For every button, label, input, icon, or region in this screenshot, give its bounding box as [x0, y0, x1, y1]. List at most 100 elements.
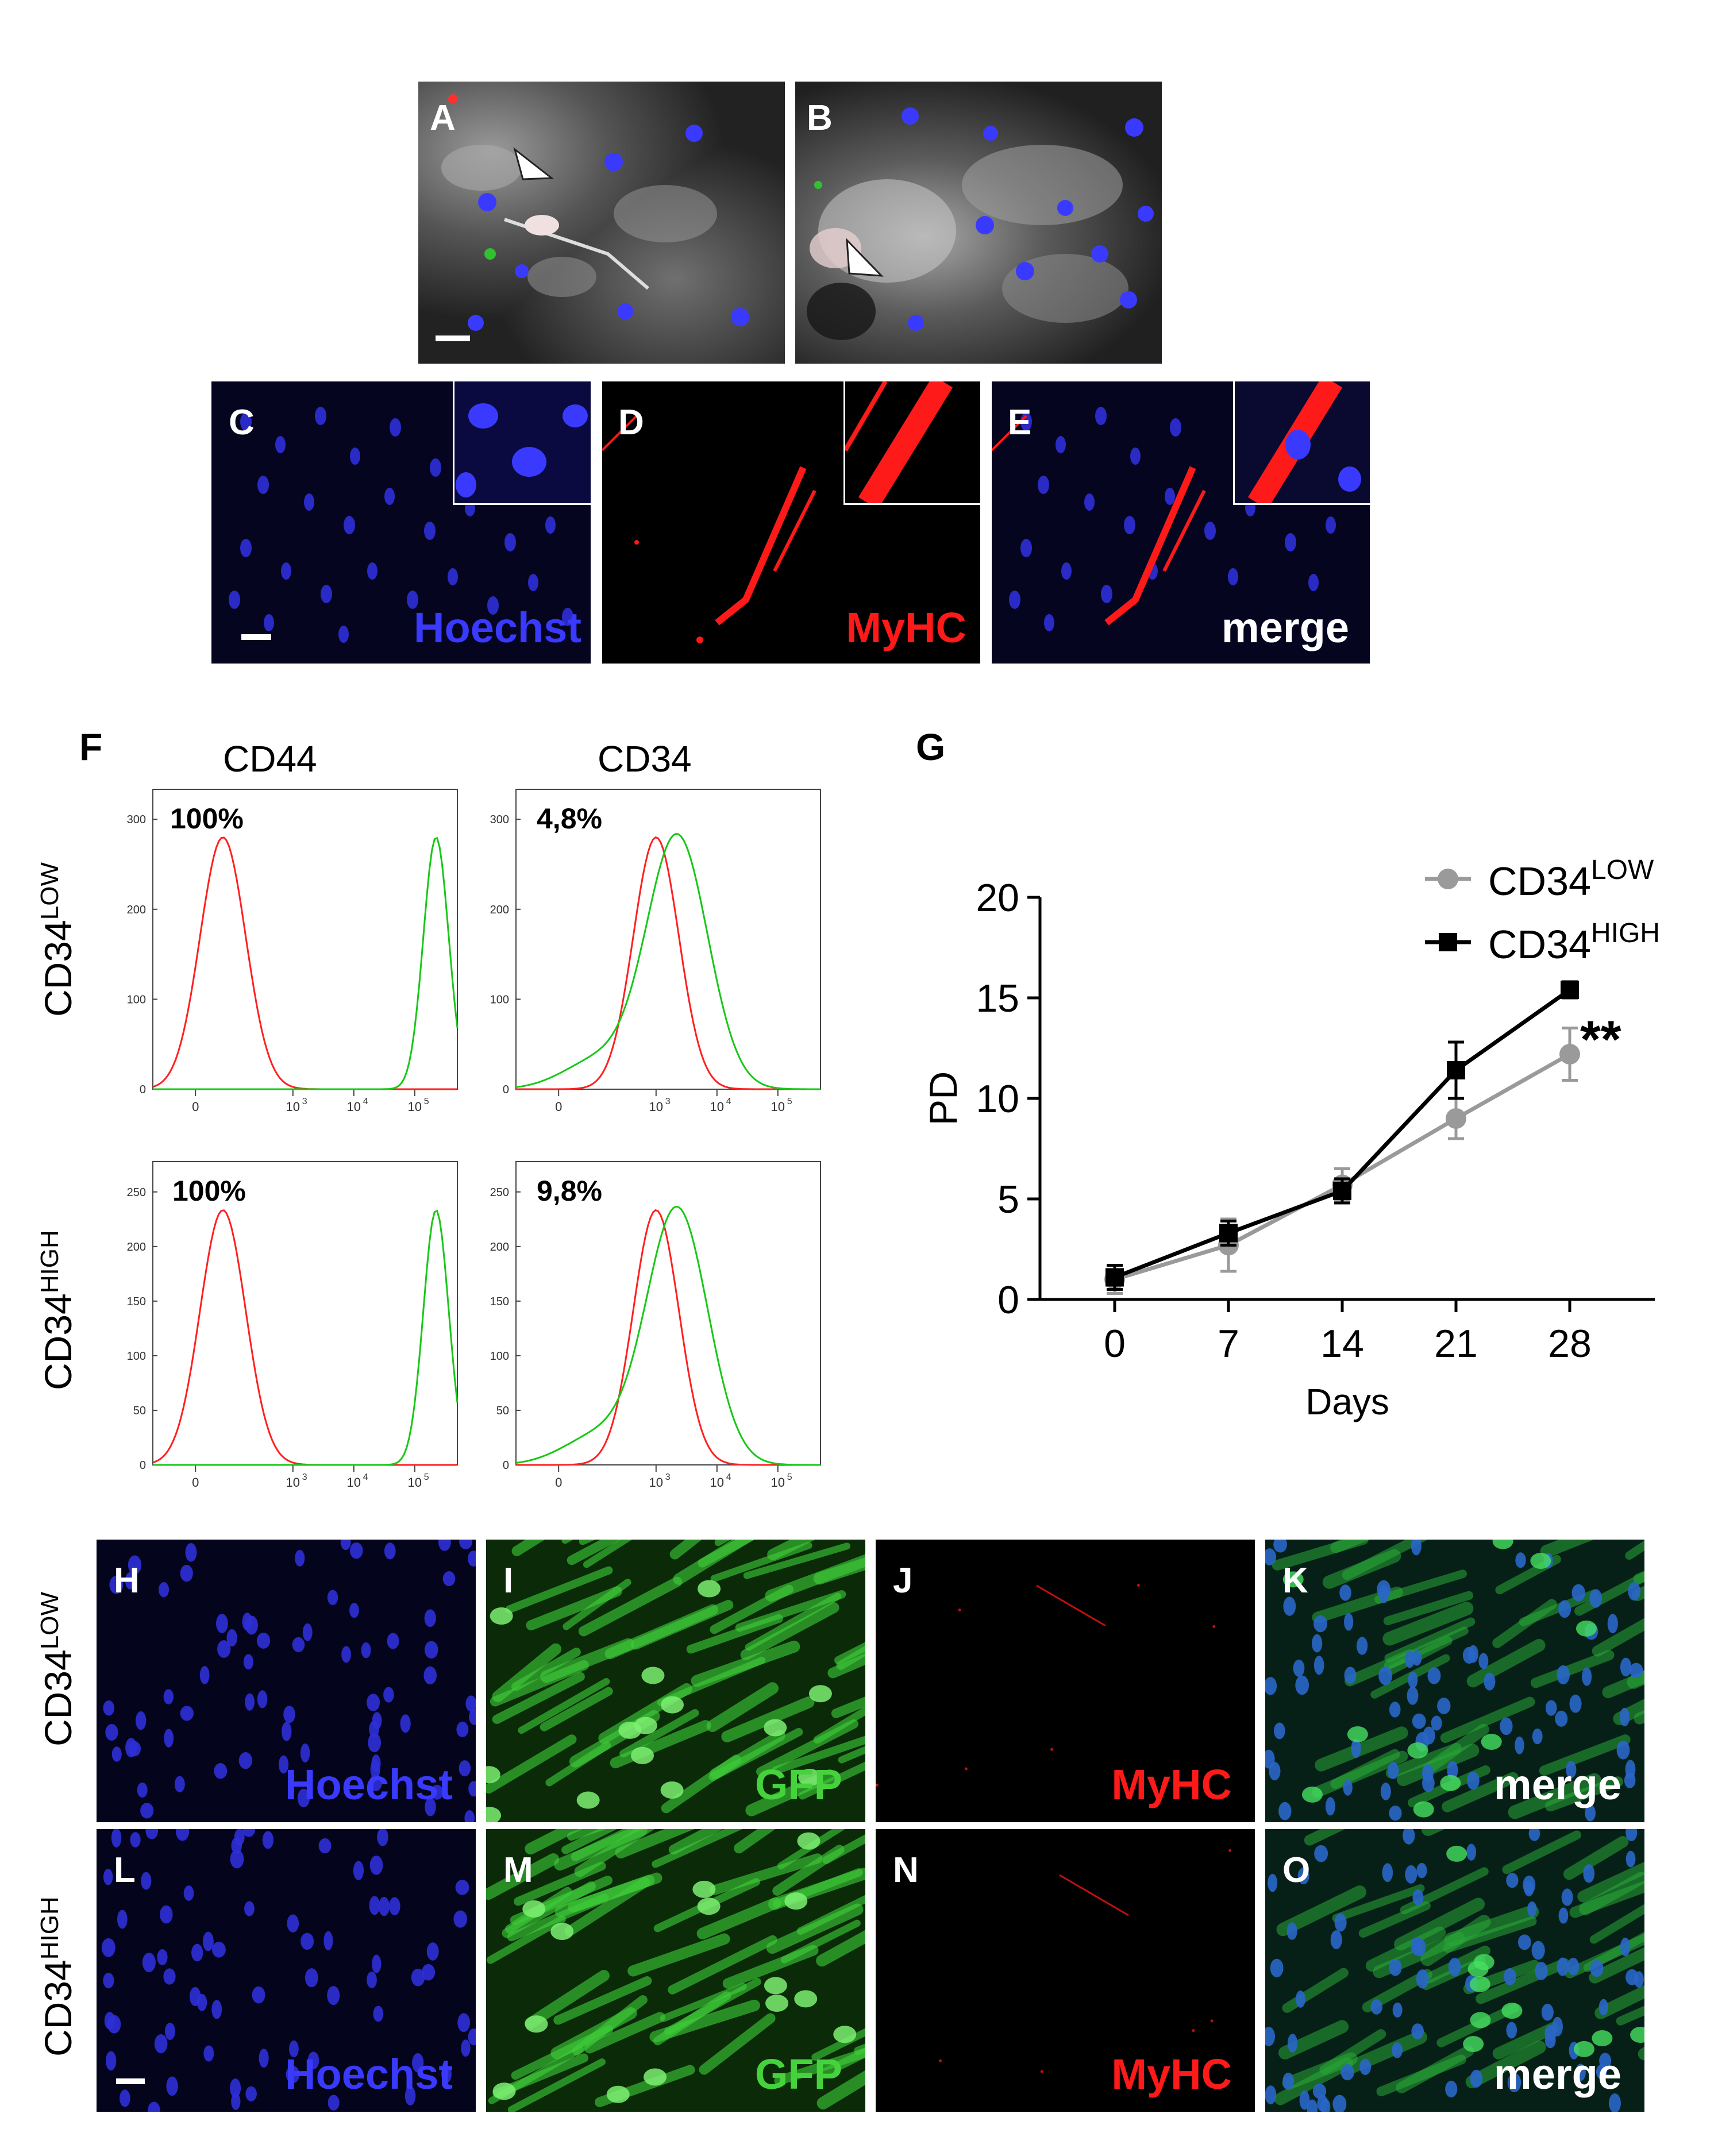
panel-label-f: F [79, 726, 103, 768]
flow-x-tick: 10 [649, 1100, 663, 1114]
flow-marker-curve [515, 1205, 821, 1466]
flow-x-tick: 10 [710, 1100, 724, 1114]
flow-x-tick-exp: 3 [302, 1472, 307, 1482]
series-line-low [1114, 1052, 1571, 1282]
panel-label-o: O [1282, 1850, 1311, 1890]
flow-y-tick: 100 [490, 993, 509, 1006]
panel-label-e: E [1008, 403, 1032, 442]
stain-label-gfp: GFP [754, 2050, 842, 2098]
flow-isotype-curve [516, 836, 821, 1090]
row-label-sup: LOW [36, 1592, 64, 1650]
y-tick-label: 10 [976, 1077, 1019, 1121]
panel-label-a: A [430, 98, 456, 138]
flow-x-tick: 10 [408, 1475, 422, 1490]
stain-label-gfp: GFP [754, 1761, 842, 1808]
panel-label-c: C [229, 403, 255, 442]
panel-label-i: I [503, 1561, 514, 1600]
flow-x-tick: 10 [286, 1100, 300, 1114]
panel-j-image: J MyHC [876, 1540, 1255, 1822]
scale-bar [436, 335, 470, 341]
flow-y-tick: 200 [127, 904, 146, 916]
panel-e-merge [992, 407, 1336, 631]
flow-x-tick: 10 [771, 1475, 785, 1490]
flow-x-tick-exp: 4 [363, 1097, 368, 1106]
stain-label-myhc: MyHC [1111, 1761, 1232, 1808]
significance-annotation: ** [1580, 1010, 1621, 1069]
arrowhead-icon [513, 147, 554, 180]
flow-x-tick-exp: 5 [424, 1472, 429, 1482]
data-point-square [1447, 1061, 1465, 1079]
legend-marker-circle [1438, 869, 1458, 889]
flow-y-tick: 250 [490, 1186, 509, 1199]
stain-label-merge: merge [1493, 2050, 1621, 2098]
flow-pct-cd34-low: 4,8% [537, 803, 602, 835]
data-point-circle [1559, 1044, 1580, 1064]
x-tick-label: 7 [1218, 1322, 1239, 1366]
row-label-base: CD34 [37, 1293, 79, 1390]
panel-l-image: L Hoechst [97, 1829, 476, 2112]
flow-y-tick: 0 [503, 1459, 509, 1472]
row-label-base: CD34 [37, 920, 79, 1017]
flow-y-tick: 100 [127, 1350, 146, 1363]
panel-label-g: G [916, 726, 946, 768]
row-label-sup: LOW [36, 862, 64, 920]
flow-y-tick: 50 [133, 1405, 146, 1417]
flow-marker-curve [153, 836, 459, 1090]
flow-x-tick-exp: 3 [665, 1472, 671, 1482]
flow-y-tick: 200 [490, 904, 509, 916]
flow-y-tick: 100 [127, 993, 146, 1006]
legend-label: CD34LOW [1488, 855, 1654, 904]
data-point-square [1105, 1268, 1124, 1287]
flow-x-tick: 0 [555, 1100, 562, 1114]
flow-column-title-cd44: CD44 [223, 738, 317, 780]
flow-marker-curve [515, 832, 821, 1090]
y-tick-label: 0 [997, 1278, 1019, 1322]
stain-label-hoechst: Hoechst [414, 604, 581, 651]
panel-e-inset [1233, 381, 1370, 505]
row-label-base: CD34 [37, 1960, 79, 2057]
flow-x-tick-exp: 4 [363, 1472, 368, 1482]
legend-label: CD34HIGH [1488, 918, 1660, 967]
x-tick-label: 14 [1320, 1322, 1364, 1366]
flow-marker-curve [153, 1209, 459, 1466]
data-point-square [1333, 1182, 1351, 1200]
panel-b-cells [807, 107, 1154, 340]
panel-n-image: N MyHC [876, 1829, 1255, 2112]
flow-x-tick: 10 [771, 1100, 785, 1114]
y-tick-label: 20 [976, 876, 1019, 920]
panel-d-fibers [602, 415, 816, 643]
row-label-cd34-high-imaging: CD34HIGH [36, 1896, 80, 2057]
stain-label-merge: merge [1493, 1761, 1621, 1808]
stain-label-hoechst: Hoechst [285, 2050, 453, 2098]
stain-label-hoechst: Hoechst [285, 1761, 453, 1808]
panel-c-image: C Hoechst [211, 381, 591, 664]
scale-bar [116, 2078, 145, 2084]
panel-i-image: I GFP [486, 1540, 865, 1822]
row-label-sup: HIGH [36, 1230, 64, 1294]
flow-x-tick: 10 [710, 1475, 724, 1490]
row-label-base: CD34 [37, 1649, 79, 1746]
row-label-cd34-high-flow: CD34HIGH [36, 1230, 80, 1390]
row-label-sup: HIGH [36, 1896, 64, 1960]
flow-x-tick-exp: 5 [787, 1097, 792, 1106]
panel-d-inset [843, 381, 980, 505]
x-axis-label: Days [1305, 1381, 1389, 1422]
data-point-square [1219, 1224, 1238, 1243]
flow-isotype-curve [516, 1209, 821, 1466]
panel-e-image: E merge [992, 381, 1370, 664]
data-point-square [1561, 981, 1579, 999]
series-line-high [1114, 988, 1571, 1279]
panel-label-k: K [1282, 1561, 1308, 1600]
x-tick-label: 28 [1548, 1322, 1592, 1366]
stain-label-merge: merge [1221, 604, 1349, 651]
pd-line-chart: 0 5 10 15 20 0 7 14 21 28 Days PD ** CD34LOW CD34HIGH [922, 855, 1660, 1422]
flow-y-tick: 200 [490, 1241, 509, 1254]
flow-x-tick-exp: 3 [665, 1097, 671, 1106]
flow-y-tick: 0 [140, 1083, 146, 1096]
flow-x-tick: 10 [347, 1475, 361, 1490]
flow-x-tick: 0 [192, 1475, 199, 1490]
flow-x-tick-exp: 5 [787, 1472, 792, 1482]
flow-y-tick: 300 [490, 813, 509, 826]
y-tick-label: 5 [997, 1178, 1019, 1221]
